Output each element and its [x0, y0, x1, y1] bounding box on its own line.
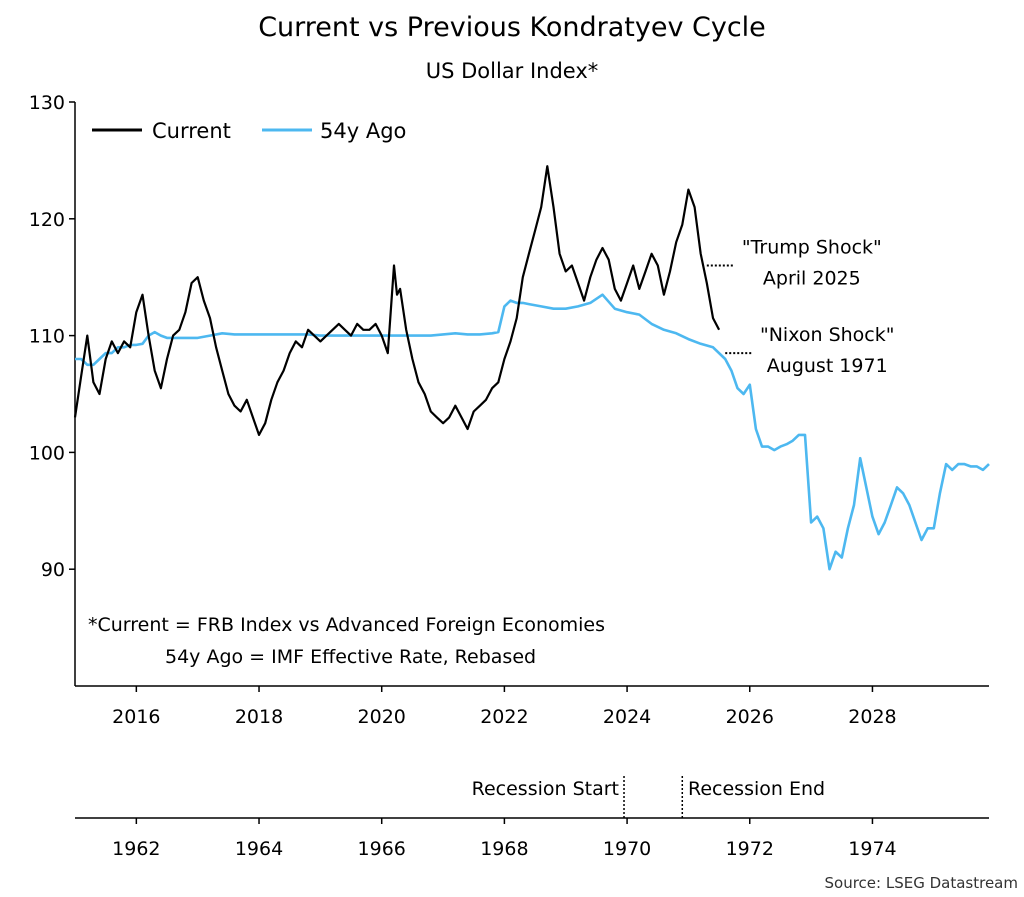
x-tick-labels: 2016 2018 2020 2022 2024 2026 2028 — [112, 686, 897, 728]
annotation-label: April 2025 — [763, 268, 861, 290]
note-current: *Current = FRB Index vs Advanced Foreign… — [88, 614, 605, 636]
secondary-x-tick-label: 1962 — [112, 838, 160, 860]
y-tick-labels: 90 100 110 120 130 — [29, 92, 75, 581]
annotation-label: "Trump Shock" — [742, 237, 882, 259]
annotations: "Trump Shock" April 2025 "Nixon Shock" Augu… — [706, 237, 895, 377]
legend: Current 54y Ago — [92, 119, 406, 143]
y-tick-label: 130 — [29, 92, 65, 114]
series-ago-line — [75, 293, 990, 571]
secondary-x-tick-label: 1974 — [848, 838, 896, 860]
x-tick-label: 2022 — [480, 706, 528, 728]
y-tick-label: 100 — [29, 442, 65, 464]
recession-end-label: Recession End — [688, 778, 825, 800]
legend-current-label: Current — [152, 119, 231, 143]
secondary-x-tick-labels: 1962 1964 1966 1968 1970 1972 1974 — [112, 818, 897, 860]
secondary-x-tick-label: 1970 — [603, 838, 651, 860]
x-tick-label: 2018 — [235, 706, 283, 728]
secondary-x-tick-label: 1968 — [480, 838, 528, 860]
x-tick-label: 2016 — [112, 706, 160, 728]
secondary-x-tick-label: 1972 — [726, 838, 774, 860]
chart-subtitle: US Dollar Index* — [426, 59, 599, 83]
x-tick-label: 2024 — [603, 706, 651, 728]
y-tick-label: 90 — [41, 559, 65, 581]
note-ago: 54y Ago = IMF Effective Rate, Rebased — [165, 646, 536, 668]
axes — [74, 102, 989, 819]
chart-title: Current vs Previous Kondratyev Cycle — [258, 12, 766, 43]
legend-ago-label: 54y Ago — [320, 119, 406, 143]
annotation-label: "Nixon Shock" — [760, 324, 895, 346]
y-tick-label: 120 — [29, 209, 65, 231]
x-tick-label: 2028 — [848, 706, 896, 728]
x-tick-label: 2026 — [726, 706, 774, 728]
recession-start-label: Recession Start — [472, 778, 619, 800]
source-label: Source: LSEG Datastream — [825, 874, 1018, 892]
x-tick-label: 2020 — [358, 706, 406, 728]
secondary-x-tick-label: 1964 — [235, 838, 283, 860]
series-current-line — [73, 165, 721, 436]
y-tick-label: 110 — [29, 326, 65, 348]
secondary-x-tick-label: 1966 — [358, 838, 406, 860]
annotation-label: August 1971 — [767, 355, 888, 377]
series-lines — [73, 165, 990, 571]
